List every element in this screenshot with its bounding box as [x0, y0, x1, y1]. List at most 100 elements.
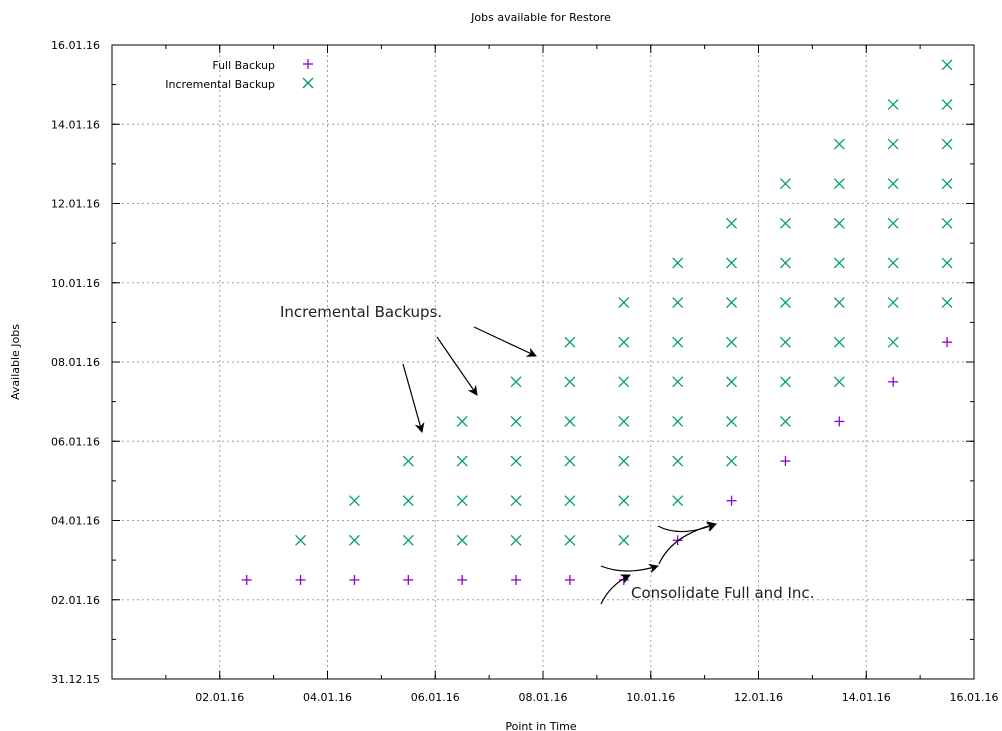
y-tick-label: 06.01.16: [51, 435, 100, 448]
incremental-backup-point: [564, 495, 576, 507]
incremental-backup-point: [618, 376, 630, 388]
incremental-backup-point: [510, 495, 522, 507]
incremental-backup-point: [726, 455, 738, 467]
incremental-backup-point: [779, 415, 791, 427]
incremental-backup-point: [618, 495, 630, 507]
annotation-arrow: [436, 336, 478, 396]
incremental-backup-point: [887, 178, 899, 190]
full-backup-point: [403, 574, 414, 585]
incremental-backup-point: [941, 178, 953, 190]
incremental-backup-point: [510, 534, 522, 546]
x-tick-label: 10.01.16: [626, 691, 675, 704]
incremental-backup-point: [672, 257, 684, 269]
incremental-backup-point: [618, 297, 630, 309]
x-tick-label: 14.01.16: [842, 691, 891, 704]
incremental-backup-point: [726, 376, 738, 388]
incremental-backup-point: [456, 534, 468, 546]
incremental-backup-point: [779, 297, 791, 309]
incremental-backup-point: [402, 455, 414, 467]
incremental-backup-point: [779, 336, 791, 348]
chart-title: Jobs available for Restore: [470, 11, 611, 24]
y-tick-label: 31.12.15: [51, 673, 100, 686]
incremental-backup-point: [672, 495, 684, 507]
y-tick-label: 10.01.16: [51, 277, 100, 290]
annotation-arrow: [600, 574, 631, 605]
series-layer: [241, 59, 953, 585]
incremental-backup-point: [510, 415, 522, 427]
incremental-backup-point: [941, 297, 953, 309]
x-axis-title: Point in Time: [505, 720, 576, 731]
full-backup-point: [780, 456, 791, 467]
incremental-backup-point: [348, 534, 360, 546]
y-tick-label: 04.01.16: [51, 515, 100, 528]
incremental-backup-point: [833, 138, 845, 150]
y-axis-title: Available Jobs: [9, 324, 22, 400]
incremental-backup-point: [833, 178, 845, 190]
x-tick-label: 12.01.16: [734, 691, 783, 704]
y-tick-label: 16.01.16: [51, 39, 100, 52]
incremental-backup-point: [510, 455, 522, 467]
incremental-backup-point: [887, 336, 899, 348]
x-tick-label: 02.01.16: [195, 691, 244, 704]
incremental-backup-point: [564, 534, 576, 546]
incremental-backup-point: [672, 336, 684, 348]
incremental-backup-point: [833, 336, 845, 348]
full-backup-point: [241, 574, 252, 585]
annotation-arrow: [473, 326, 537, 357]
x-tick-label: 04.01.16: [303, 691, 352, 704]
incremental-backup-point: [941, 257, 953, 269]
incremental-backup-point: [833, 217, 845, 229]
incremental-backup-point: [456, 495, 468, 507]
incremental-backup-point: [726, 257, 738, 269]
incremental-backup-point: [564, 376, 576, 388]
incremental-backup-point: [672, 455, 684, 467]
annotation-incremental-backups: Incremental Backups.: [280, 303, 442, 321]
incremental-backup-point: [941, 98, 953, 110]
full-backup-point: [457, 574, 468, 585]
incremental-backup-point: [564, 336, 576, 348]
y-tick-label: 02.01.16: [51, 594, 100, 607]
incremental-backup-point: [672, 297, 684, 309]
legend-label-full: Full Backup: [212, 59, 275, 72]
incremental-backup-point: [941, 217, 953, 229]
incremental-backup-point: [456, 455, 468, 467]
x-tick-label: 16.01.16: [950, 691, 999, 704]
x-tick-label: 08.01.16: [519, 691, 568, 704]
full-backup-point: [834, 416, 845, 427]
full-backup-point: [726, 495, 737, 506]
legend-label-incremental: Incremental Backup: [165, 78, 275, 91]
full-backup-point: [942, 337, 953, 348]
incremental-backup-point: [672, 376, 684, 388]
incremental-backup-point: [887, 217, 899, 229]
annotation-arrow: [657, 522, 717, 533]
incremental-backup-point: [833, 376, 845, 388]
legend-marker-incremental: [302, 77, 314, 89]
incremental-backup-point: [779, 217, 791, 229]
incremental-backup-point: [779, 376, 791, 388]
full-backup-point: [295, 574, 306, 585]
incremental-backup-point: [726, 415, 738, 427]
incremental-backup-point: [887, 297, 899, 309]
annotation-consolidate: Consolidate Full and Inc.: [631, 584, 814, 602]
incremental-backup-point: [779, 178, 791, 190]
incremental-backup-point: [887, 257, 899, 269]
incremental-backup-point: [887, 98, 899, 110]
legend: Full Backup Incremental Backup: [165, 59, 314, 91]
incremental-backup-point: [726, 297, 738, 309]
annotation-arrow: [600, 563, 659, 574]
x-tick-label: 06.01.16: [411, 691, 460, 704]
incremental-backup-point: [456, 415, 468, 427]
legend-marker-full-backup: [303, 59, 313, 69]
incremental-backup-point: [672, 415, 684, 427]
incremental-backup-point: [510, 376, 522, 388]
full-backup-point: [564, 574, 575, 585]
incremental-backup-point: [726, 336, 738, 348]
plot-frame: [111, 44, 975, 680]
full-backup-point: [349, 574, 360, 585]
incremental-backup-point: [833, 297, 845, 309]
incremental-backup-point: [402, 534, 414, 546]
incremental-backup-point: [887, 138, 899, 150]
annotation-arrow: [402, 363, 425, 433]
incremental-backup-point: [941, 138, 953, 150]
